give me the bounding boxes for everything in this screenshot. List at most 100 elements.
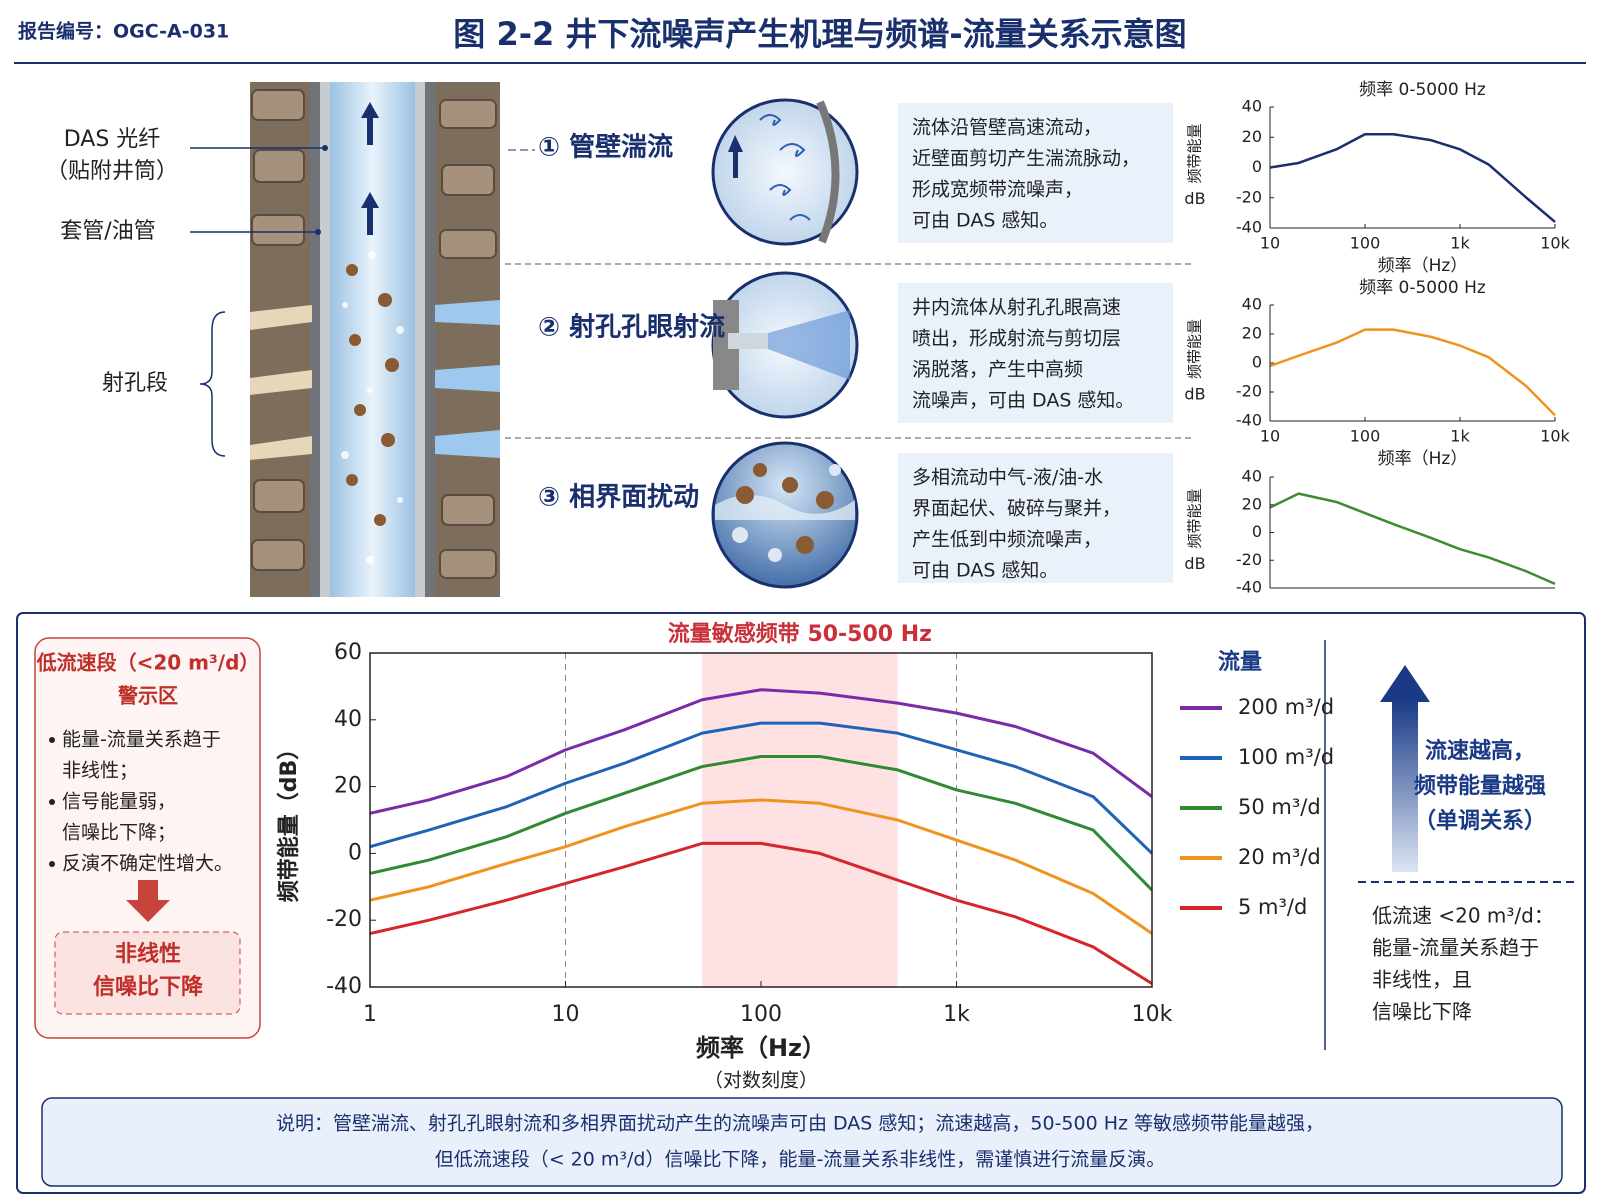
footer-text: 说明：管壁湍流、射孔孔眼射流和多相界面扰动产生的流噪声可由 DAS 感知；流速越… <box>276 1113 1324 1135</box>
y-tick-label: 20 <box>1242 494 1262 513</box>
x-tick-label: 10 <box>552 1002 580 1027</box>
y-axis-label: 频带能量 <box>1186 123 1204 183</box>
description-line: 涡脱落，产生中高频 <box>912 359 1083 381</box>
y-tick-label: -20 <box>1236 550 1262 569</box>
x-tick-label: 10 <box>1260 427 1280 446</box>
panel-frame <box>16 612 1586 1194</box>
series-line <box>369 688 1153 815</box>
sensitive-band <box>702 653 898 987</box>
trend-note: 能量-流量关系趋于 <box>1372 936 1539 960</box>
trend-text: （单调关系） <box>1414 809 1546 834</box>
bullet <box>49 861 55 867</box>
series-line <box>1269 328 1556 417</box>
chart-title: 频率 0-5000 Hz <box>1359 80 1486 100</box>
x-tick-label: 1k <box>943 1002 970 1027</box>
x-tick-label: 100 <box>740 1002 782 1027</box>
y-tick-label: 40 <box>1242 467 1262 486</box>
y-tick-label: -40 <box>1236 578 1262 597</box>
trend-text: 流速越高， <box>1425 738 1535 764</box>
description-line: 可由 DAS 感知。 <box>912 210 1058 232</box>
warning-box <box>54 931 241 1015</box>
y-tick-label: 0 <box>1252 157 1262 176</box>
series-line <box>1269 132 1556 223</box>
y-tick-label: -40 <box>1236 411 1262 430</box>
description-line: 流体沿管壁高速流动， <box>912 117 1102 139</box>
description-line: 流噪声，可由 DAS 感知。 <box>912 390 1134 412</box>
x-tick-label: 100 <box>1350 234 1381 253</box>
description-line: 形成宽频带流噪声， <box>912 179 1083 201</box>
band-label: 流量敏感频带 50-500 Hz <box>668 621 932 647</box>
warning-item: 反演不确定性增大。 <box>62 853 233 875</box>
series-line <box>369 841 1153 985</box>
warning-item: 信噪比下降； <box>62 822 176 844</box>
legend-label: 200 m³/d <box>1238 695 1334 719</box>
y-tick-label: 40 <box>334 707 362 732</box>
y-tick-label: 40 <box>1242 97 1262 116</box>
description-line: 多相流动中气-液/油-水 <box>912 467 1103 489</box>
description-line: 界面起伏、破碎与聚并， <box>912 498 1121 520</box>
trend-note: 非线性，且 <box>1372 968 1472 992</box>
legend-label: 20 m³/d <box>1238 845 1321 869</box>
series-line <box>369 721 1154 855</box>
y-tick-label: 20 <box>334 774 362 799</box>
description-line: 井内流体从射孔孔眼高速 <box>912 297 1121 319</box>
footer-text: 但低流速段（< 20 m³/d）信噪比下降，能量-流量关系非线性，需谨慎进行流量… <box>435 1149 1166 1171</box>
description-line: 喷出，形成射流与剪切层 <box>912 328 1121 350</box>
y-tick-label: 40 <box>1242 295 1262 314</box>
y-tick-label: 0 <box>1252 522 1262 541</box>
warning-box-text: 非线性 <box>115 941 181 967</box>
report-number: 报告编号：OGC-A-031 <box>18 20 229 43</box>
y-axis-label: 频带能量 <box>1186 319 1204 379</box>
y-tick-label: 20 <box>1242 324 1262 343</box>
plot-frame <box>369 652 1153 988</box>
x-tick-label: 100 <box>1350 427 1381 446</box>
y-tick-label: -20 <box>1236 382 1262 401</box>
mechanism-title: ② 射孔孔眼射流 <box>538 313 725 343</box>
warning-box-text: 信噪比下降 <box>93 974 204 1000</box>
trend-text: 频带能量越强 <box>1414 773 1546 799</box>
x-tick-label: 1k <box>1450 234 1470 253</box>
warning-title: 低流速段（<20 m³/d） <box>36 651 260 675</box>
warning-arrow <box>126 880 170 922</box>
y-axis-label: 频带能量（dB） <box>276 738 302 903</box>
x-axis-label: 频率（Hz） <box>1378 449 1468 469</box>
mechanism-title: ① 管壁湍流 <box>538 132 673 163</box>
label: DAS 光纤 <box>64 127 161 152</box>
label: （贴附井筒） <box>46 159 178 184</box>
y-tick-label: -40 <box>1236 218 1262 237</box>
page-title: 图 2-2 井下流噪声产生机理与频谱-流量关系示意图 <box>453 15 1186 53</box>
series-line <box>369 755 1154 892</box>
warning-item: 能量-流量关系趋于 <box>62 729 221 751</box>
y-tick-label: 60 <box>334 640 362 665</box>
description-line: 可由 DAS 感知。 <box>912 560 1058 582</box>
x-tick-label: 10k <box>1132 1002 1173 1027</box>
series-line <box>369 798 1153 935</box>
y-axis-unit: dB <box>1184 189 1205 208</box>
x-tick-label: 1k <box>1450 427 1470 446</box>
y-tick-label: 0 <box>1252 353 1262 372</box>
label: 套管/油管 <box>60 219 155 244</box>
legend-label: 100 m³/d <box>1238 745 1334 769</box>
x-tick-label: 10 <box>1260 234 1280 253</box>
description-line: 产生低到中频流噪声， <box>912 529 1102 551</box>
y-axis-unit: dB <box>1184 385 1205 404</box>
y-tick-label: -20 <box>1236 187 1262 206</box>
y-tick-label: -40 <box>326 974 362 999</box>
warning-title: 警示区 <box>118 684 178 708</box>
y-axis-label: 频带能量 <box>1186 488 1204 548</box>
warning-item: 信号能量弱， <box>62 791 176 813</box>
mechanism-illustration <box>711 98 859 589</box>
y-axis-unit: dB <box>1184 554 1205 573</box>
footer-box <box>41 1097 1563 1187</box>
description-line: 近壁面剪切产生湍流脉动， <box>912 148 1140 170</box>
trend-note: 信噪比下降 <box>1372 1000 1472 1024</box>
well-illustration <box>190 82 500 597</box>
legend-title: 流量 <box>1218 649 1262 675</box>
y-tick-label: 20 <box>1242 127 1262 146</box>
legend-label: 5 m³/d <box>1238 895 1307 919</box>
x-axis-label: 频率（Hz） <box>1378 256 1468 276</box>
bullet <box>49 737 55 743</box>
x-axis-note: （对数刻度） <box>704 1070 818 1092</box>
